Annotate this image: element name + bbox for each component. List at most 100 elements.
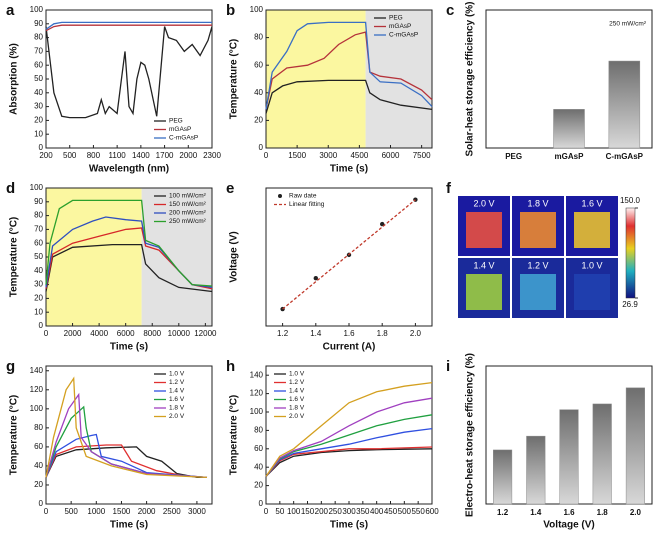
y-tick-label: 0: [259, 499, 264, 508]
y-tick-label: 140: [30, 366, 44, 375]
series-line: [45, 433, 208, 479]
y-tick-label: 30: [34, 280, 43, 289]
thermal-sample: [520, 274, 556, 310]
y-tick-label: 90: [34, 19, 43, 28]
x-tick-label: 800: [87, 151, 101, 160]
x-tick-label: 2.0: [630, 508, 642, 517]
x-tick-label: 1.4: [530, 508, 542, 517]
series-line: [265, 79, 433, 114]
series-line: [45, 24, 212, 32]
x-tick-label: 2.0: [410, 329, 422, 338]
x-tick-label: 0: [44, 329, 49, 338]
x-tick-label: 0: [44, 507, 49, 516]
x-tick-label: 6000: [382, 151, 400, 160]
legend-label: C-mGAsP: [389, 32, 418, 39]
series-line: [45, 444, 208, 479]
x-axis-label: Time (s): [330, 520, 368, 531]
series-line: [45, 21, 212, 30]
series-line: [45, 392, 208, 479]
legend-label: 1.4 V: [289, 388, 305, 395]
colorbar-label: 26.9: [622, 300, 638, 309]
y-tick-label: 40: [254, 88, 263, 97]
y-axis-label: Voltage (V): [229, 231, 240, 282]
x-tick-label: 1.6: [563, 508, 575, 517]
shaded-region: [46, 188, 142, 326]
series-line: [265, 31, 433, 110]
x-tick-label: 6000: [117, 329, 135, 338]
x-tick-label: 2500: [163, 507, 181, 516]
data-point: [313, 276, 318, 281]
colorbar-label: 150.0: [620, 196, 641, 205]
y-tick-label: 80: [34, 33, 43, 42]
legend-label: mGAsP: [389, 23, 411, 30]
legend-label: 1.6 V: [289, 396, 305, 403]
thermal-sample: [466, 212, 502, 248]
x-tick-label: 600: [425, 507, 439, 516]
y-tick-label: 100: [250, 5, 264, 14]
x-tick-label: 1700: [156, 151, 174, 160]
legend-label: 1.4 V: [169, 388, 185, 395]
x-tick-label: 0: [264, 151, 269, 160]
x-tick-label: 3000: [319, 151, 337, 160]
x-axis-label: Voltage (V): [543, 520, 594, 531]
tile-label: 1.0 V: [581, 260, 602, 270]
x-axis-label: Time (s): [110, 342, 148, 353]
y-tick-label: 50: [34, 252, 43, 261]
y-tick-label: 30: [34, 102, 43, 111]
y-tick-label: 10: [34, 307, 43, 316]
x-tick-label: 1100: [109, 151, 127, 160]
y-tick-label: 20: [254, 481, 263, 490]
x-tick-label: 1.8: [597, 508, 609, 517]
x-axis-label: Time (s): [110, 520, 148, 531]
legend-label: Linear fitting: [289, 201, 325, 208]
x-tick-label: 400: [370, 507, 384, 516]
legend-swatch: [278, 194, 282, 198]
legend-label: 150 mW/cm²: [169, 201, 207, 208]
legend-label: 1.6 V: [169, 396, 185, 403]
x-tick-label: 1500: [288, 151, 306, 160]
plot-frame: [265, 9, 433, 149]
x-tick-label: 500: [64, 507, 78, 516]
x-tick-label: 3000: [188, 507, 206, 516]
y-tick-label: 80: [254, 426, 263, 435]
legend-label: 1.8 V: [169, 405, 185, 412]
x-tick-label: 1000: [87, 507, 105, 516]
y-tick-label: 50: [34, 74, 43, 83]
y-tick-label: 80: [34, 423, 43, 432]
x-tick-label: 10000: [168, 329, 191, 338]
y-tick-label: 140: [250, 370, 264, 379]
series-line: [45, 243, 213, 293]
y-tick-label: 60: [34, 60, 43, 69]
y-tick-label: 70: [34, 225, 43, 234]
x-tick-label: PEG: [505, 152, 522, 161]
x-tick-label: 7500: [413, 151, 431, 160]
data-point: [413, 197, 418, 202]
legend-label: 1.8 V: [289, 405, 305, 412]
x-tick-label: 1500: [113, 507, 131, 516]
x-tick-label: 2000: [179, 151, 197, 160]
legend-label: 250 mW/cm²: [169, 218, 207, 225]
legend-label: Raw date: [289, 193, 317, 200]
y-tick-label: 60: [34, 238, 43, 247]
x-tick-label: 0: [264, 507, 269, 516]
series-line: [45, 376, 208, 479]
legend-label: 2.0 V: [289, 413, 305, 420]
bar: [559, 409, 579, 505]
bar: [608, 60, 641, 149]
x-tick-label: 1.8: [377, 329, 389, 338]
y-tick-label: 20: [254, 116, 263, 125]
data-point: [380, 221, 385, 227]
x-tick-label: 2000: [138, 507, 156, 516]
x-tick-label: 50: [275, 507, 284, 516]
colorbar: [625, 207, 636, 299]
panel-letter: e: [226, 180, 234, 197]
tile-label: 1.8 V: [527, 198, 548, 208]
plot-frame: [45, 365, 213, 505]
panel-letter: i: [446, 358, 450, 375]
y-tick-label: 100: [250, 407, 264, 416]
y-tick-label: 70: [34, 47, 43, 56]
series-line: [45, 446, 207, 479]
legend-label: 200 mW/cm²: [169, 210, 207, 217]
y-tick-label: 10: [34, 129, 43, 138]
